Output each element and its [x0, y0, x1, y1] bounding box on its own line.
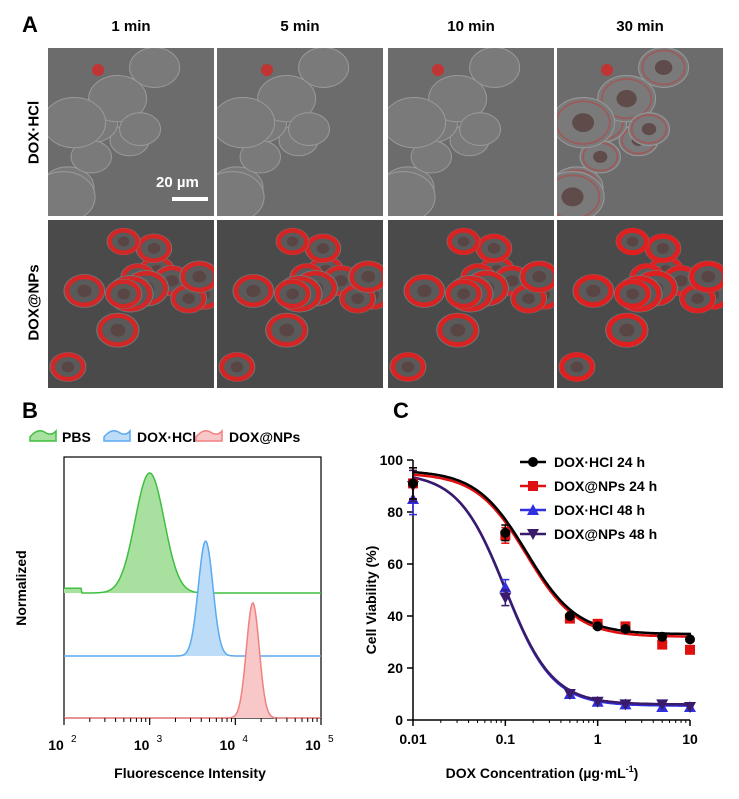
legend-swatch-pbs — [29, 428, 57, 442]
data-point-s2-6 — [657, 639, 668, 650]
legend-marker-3 — [527, 504, 539, 515]
legend-swatch-dox-hcl — [103, 428, 131, 442]
data-point-s1-3 — [564, 611, 575, 621]
histogram-fill-2 — [64, 541, 321, 656]
viability-x-tick-2: 0.1 — [496, 731, 516, 747]
histogram-x-tick-exp-3: 4 — [242, 734, 248, 745]
data-point-s4-7 — [684, 702, 696, 713]
viability-x-tick-1: 0.01 — [399, 731, 426, 747]
viability-y-axis-label: Cell Viability (%) — [363, 546, 379, 655]
micrograph-dox-nps-1 — [48, 220, 214, 388]
data-point-s1-7 — [685, 634, 695, 645]
viability-y-tick-4: 60 — [387, 556, 403, 572]
fit-curve-4 — [412, 476, 691, 706]
legend-label-dox-hcl: DOX·HCl — [137, 429, 196, 445]
viability-y-tick-1: 0 — [395, 712, 403, 728]
timepoint-label-2: 5 min — [280, 18, 320, 35]
histogram-chart: PBS DOX·HCl DOX@NPs 10 2 10 3 10 4 10 5 Normali… — [13, 428, 334, 781]
fit-curve-2 — [412, 473, 692, 638]
fit-curve-1 — [412, 470, 692, 636]
micrograph-dox-nps-3 — [388, 220, 554, 388]
row-label-dox-nps: DOX@NPs — [25, 264, 43, 341]
legend-marker-4 — [527, 529, 539, 540]
viability-x-tick-4: 10 — [682, 731, 698, 747]
row-label-dox-hcl: DOX·HCl — [25, 100, 43, 165]
legend-label-2: DOX@NPs 24 h — [554, 478, 657, 494]
panel-c-letter: C — [393, 398, 409, 423]
histogram-curve-1 — [64, 472, 321, 594]
legend-label-4: DOX@NPs 48 h — [554, 526, 657, 542]
histogram-curve-2 — [64, 540, 321, 657]
micrograph-dox-hcl-1 — [48, 48, 214, 216]
micrograph-dox-hcl-3 — [388, 48, 554, 216]
histogram-x-axis-label: Fluorescence Intensity — [114, 765, 266, 781]
data-point-s4-5 — [619, 699, 632, 711]
histogram-x-tick-3: 10 — [220, 737, 236, 753]
scale-bar-label: 20 µm — [156, 174, 199, 191]
micrograph-dox-hcl-4 — [557, 48, 723, 216]
histogram-legend: PBS DOX·HCl DOX@NPs — [29, 428, 300, 445]
legend-label-dox-nps: DOX@NPs — [229, 429, 300, 445]
viability-chart: 0 20 40 60 80 100 0.01 0.1 1 10 DOX·HCl 24 h DOX@N… — [363, 452, 698, 781]
data-point-s4-4 — [591, 696, 604, 708]
histogram-fill-1 — [64, 473, 321, 593]
histogram-curve-3 — [64, 601, 321, 719]
histogram-x-tick-1: 10 — [48, 737, 64, 753]
data-point-s1-4 — [592, 621, 603, 632]
data-point-s1-2 — [500, 527, 511, 538]
histogram-x-tick-4: 10 — [305, 737, 321, 753]
viability-y-tick-5: 80 — [387, 504, 403, 520]
viability-y-tick-2: 20 — [387, 660, 403, 676]
legend-marker-2 — [528, 481, 538, 491]
timepoint-label-1: 1 min — [111, 18, 151, 35]
timepoint-label-3: 10 min — [447, 18, 495, 35]
legend-marker-1 — [528, 457, 538, 467]
viability-y-tick-6: 100 — [380, 452, 404, 468]
data-point-s4-3 — [563, 689, 576, 700]
viability-x-tick-3: 1 — [594, 731, 602, 747]
legend-label-1: DOX·HCl 24 h — [554, 454, 645, 470]
histogram-x-tick-exp-1: 2 — [71, 734, 77, 745]
panel-a-letter: A — [22, 12, 38, 37]
scale-bar — [172, 197, 208, 201]
data-point-s1-6 — [657, 631, 668, 642]
micrograph-dox-nps-4 — [557, 220, 723, 388]
legend-label-pbs: PBS — [62, 429, 91, 445]
histogram-x-tick-exp-2: 3 — [157, 734, 163, 745]
data-point-s1-1 — [408, 478, 418, 489]
legend-swatch-dox-nps — [195, 428, 223, 442]
histogram-y-axis-label: Normalized — [13, 550, 29, 625]
data-point-s4-6 — [656, 699, 669, 711]
histogram-fill-3 — [64, 603, 321, 718]
histogram-x-tick-2: 10 — [134, 737, 150, 753]
panel-b-letter: B — [22, 398, 38, 423]
data-point-s4-2 — [499, 592, 512, 604]
data-point-s2-7 — [685, 644, 695, 655]
viability-y-tick-3: 40 — [387, 608, 403, 624]
micrograph-dox-hcl-2 — [217, 48, 383, 216]
viability-x-axis-label: DOX Concentration (µg·mL-1) — [446, 764, 639, 781]
histogram-x-tick-exp-4: 5 — [328, 734, 334, 745]
histogram-frame — [63, 456, 322, 719]
data-point-s1-5 — [620, 624, 631, 634]
legend-label-3: DOX·HCl 48 h — [554, 502, 645, 518]
timepoint-label-4: 30 min — [616, 18, 664, 35]
micrograph-dox-nps-2 — [217, 220, 383, 388]
